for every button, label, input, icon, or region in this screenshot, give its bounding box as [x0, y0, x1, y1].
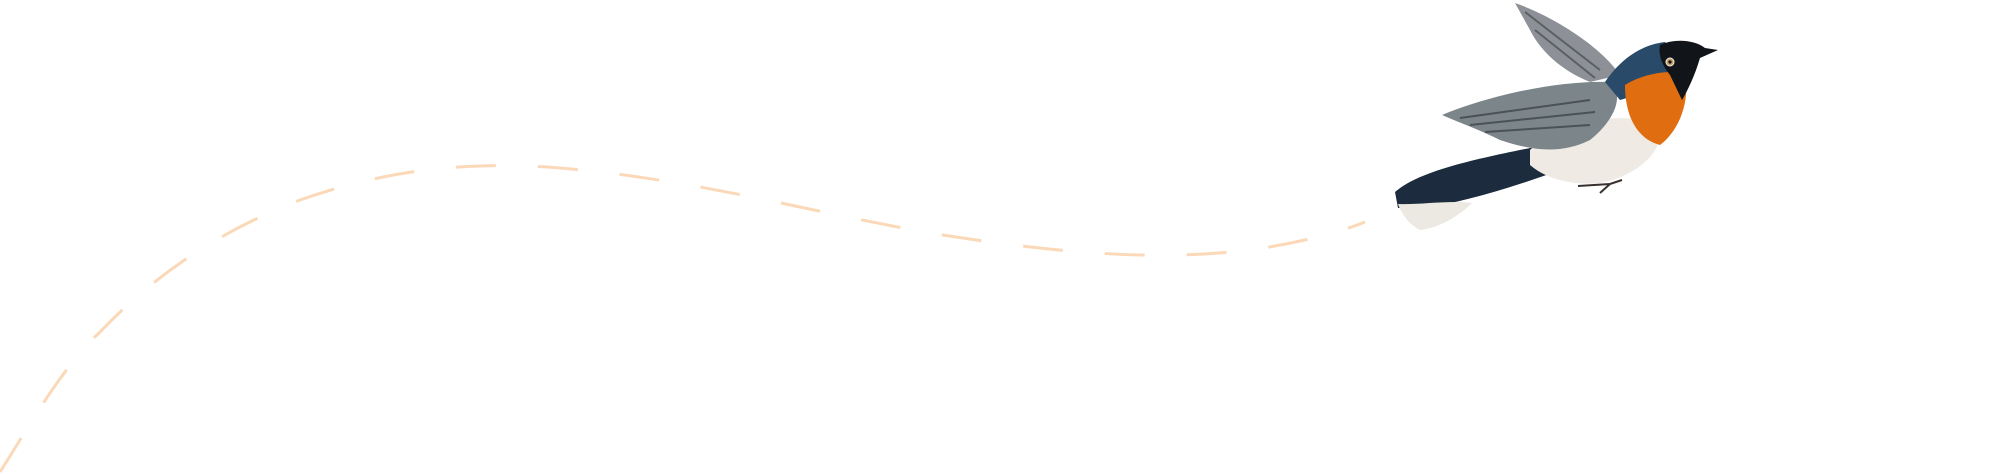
bird-wing-upper — [1515, 3, 1620, 82]
dashed-flight-path — [0, 164, 1366, 473]
bird-tail-tips — [1398, 202, 1472, 230]
bird-throat — [1625, 72, 1687, 145]
bird-wing-lower — [1442, 81, 1618, 150]
bird-tail — [1395, 145, 1560, 208]
bird-head — [1659, 40, 1718, 100]
bird-icon — [1395, 3, 1718, 230]
bird-feet — [1577, 179, 1623, 194]
